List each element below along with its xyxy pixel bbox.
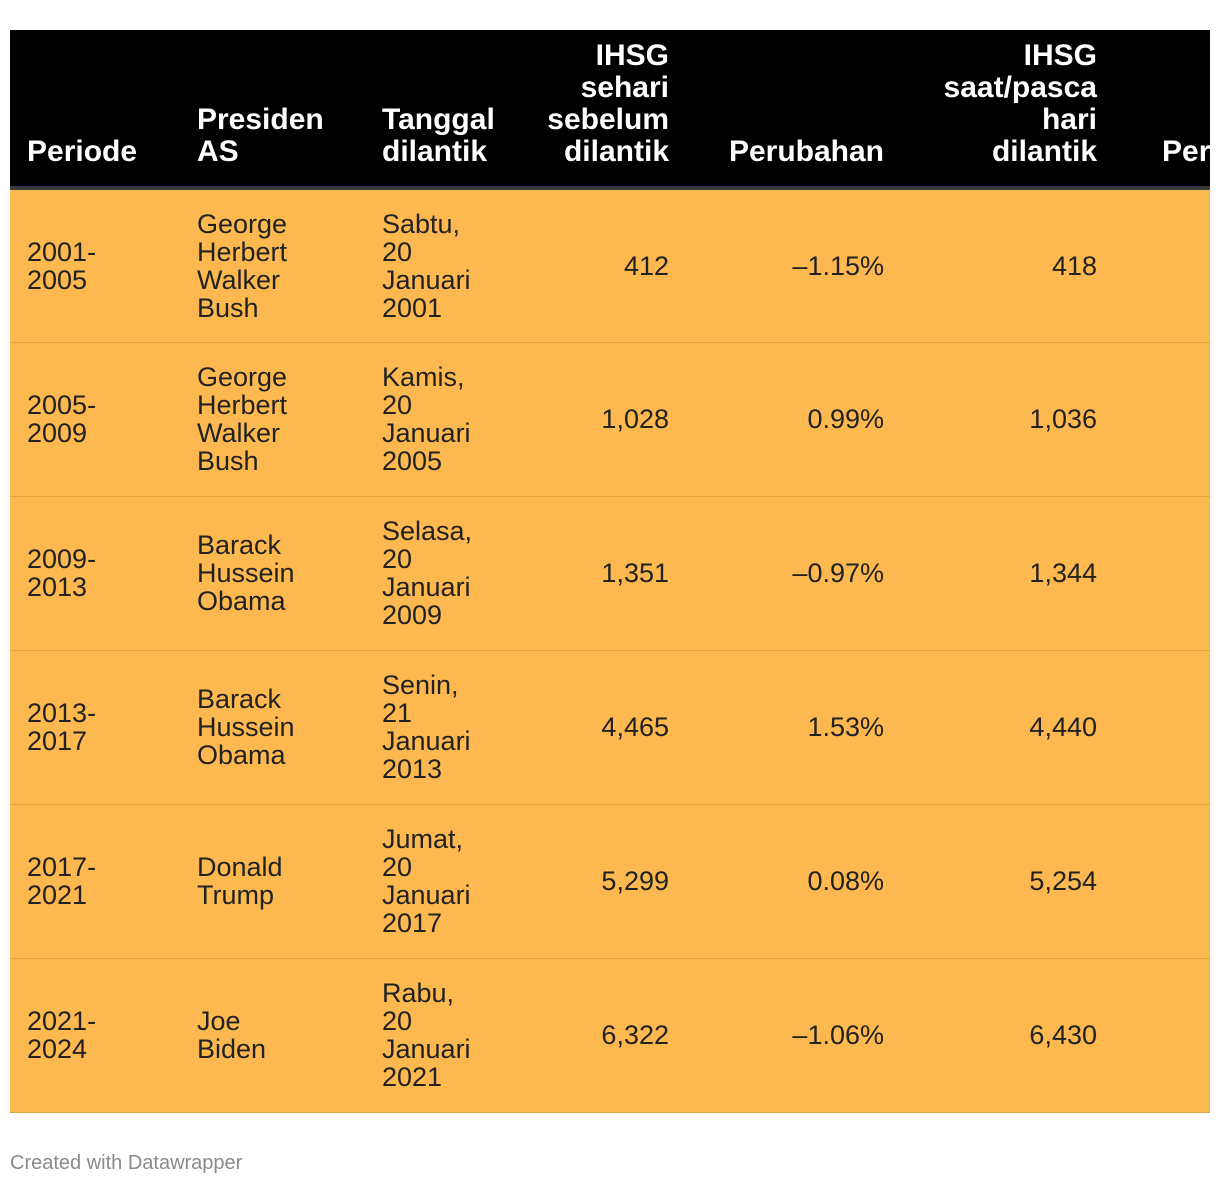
table-row: 2017-2021 Donald Trump Jumat, 20 Januari… xyxy=(10,804,1210,959)
header-presiden-label: Presiden AS xyxy=(197,103,324,168)
cell-perubahan: –1.06% xyxy=(670,958,885,1113)
table-body: 2001-2005 George Herbert Walker Bush Sab… xyxy=(10,188,1210,1113)
cell-presiden: George Herbert Walker Bush xyxy=(180,342,365,497)
cell-tanggal: Sabtu, 20 Januari 2001 xyxy=(365,188,545,343)
tanggal-value: Selasa, 20 Januari 2009 xyxy=(382,516,473,630)
presiden-value: Joe Biden xyxy=(197,1006,267,1064)
cell-perubahan-2 xyxy=(1098,958,1210,1113)
presiden-value: Donald Trump xyxy=(197,852,283,910)
header-periode[interactable]: Periode xyxy=(10,30,180,190)
cell-perubahan: 0.99% xyxy=(670,342,885,497)
cell-ihsg-saat: 1,344 xyxy=(885,496,1098,651)
cell-tanggal: Jumat, 20 Januari 2017 xyxy=(365,804,545,959)
presiden-value: Barack Hussein Obama xyxy=(197,684,295,770)
presiden-value: George Herbert Walker Bush xyxy=(197,362,288,476)
header-tanggal[interactable]: Tanggal dilantik xyxy=(365,30,545,190)
cell-ihsg-sebelum: 6,322 xyxy=(545,958,670,1113)
cell-ihsg-sebelum: 4,465 xyxy=(545,650,670,805)
presiden-value: George Herbert Walker Bush xyxy=(197,208,288,323)
table-row: 2013-2017 Barack Hussein Obama Senin, 21… xyxy=(10,650,1210,805)
cell-ihsg-sebelum: 1,028 xyxy=(545,342,670,497)
cell-presiden: Donald Trump xyxy=(180,804,365,959)
cell-presiden: Barack Hussein Obama xyxy=(180,496,365,651)
cell-ihsg-saat: 418 xyxy=(885,188,1098,343)
cell-perubahan: 1.53% xyxy=(670,650,885,805)
periode-value: 2021-2024 xyxy=(27,1006,97,1064)
table-row: 2021-2024 Joe Biden Rabu, 20 Januari 202… xyxy=(10,958,1210,1113)
tanggal-value: Rabu, 20 Januari 2021 xyxy=(382,978,471,1092)
cell-tanggal: Selasa, 20 Januari 2009 xyxy=(365,496,545,651)
cell-perubahan-2 xyxy=(1098,496,1210,651)
cell-presiden: Barack Hussein Obama xyxy=(180,650,365,805)
cell-ihsg-sebelum: 1,351 xyxy=(545,496,670,651)
cell-periode: 2017-2021 xyxy=(10,804,180,959)
cell-periode: 2021-2024 xyxy=(10,958,180,1113)
cell-ihsg-saat: 1,036 xyxy=(885,342,1098,497)
header-perubahan-2[interactable]: Perubahan xyxy=(1098,30,1210,190)
cell-periode: 2001-2005 xyxy=(10,188,180,343)
header-presiden[interactable]: Presiden AS xyxy=(180,30,365,190)
cell-ihsg-saat: 5,254 xyxy=(885,804,1098,959)
header-row: Periode Presiden AS Tanggal dilantik IHS… xyxy=(10,30,1210,190)
presiden-value: Barack Hussein Obama xyxy=(197,530,295,616)
cell-perubahan-2 xyxy=(1098,342,1210,497)
header-ihsg-saat-label: IHSG saat/pasca hari dilantik xyxy=(943,39,1097,168)
table-header: Periode Presiden AS Tanggal dilantik IHS… xyxy=(10,30,1210,190)
periode-value: 2013-2017 xyxy=(27,698,97,756)
periode-value: 2009-2013 xyxy=(27,544,97,602)
header-perubahan[interactable]: Perubahan xyxy=(670,30,885,190)
periode-value: 2001-2005 xyxy=(27,236,97,295)
cell-periode: 2009-2013 xyxy=(10,496,180,651)
tanggal-value: Jumat, 20 Januari 2017 xyxy=(382,824,471,938)
tanggal-value: Kamis, 20 Januari 2005 xyxy=(382,362,471,476)
table-row: 2009-2013 Barack Hussein Obama Selasa, 2… xyxy=(10,496,1210,651)
cell-ihsg-sebelum: 412 xyxy=(545,188,670,343)
data-table-container: Periode Presiden AS Tanggal dilantik IHS… xyxy=(10,30,1210,1116)
cell-ihsg-sebelum: 5,299 xyxy=(545,804,670,959)
cell-ihsg-saat: 4,440 xyxy=(885,650,1098,805)
cell-perubahan: –1.15% xyxy=(670,188,885,343)
cell-periode: 2013-2017 xyxy=(10,650,180,805)
cell-perubahan: –0.97% xyxy=(670,496,885,651)
cell-ihsg-saat: 6,430 xyxy=(885,958,1098,1113)
periode-value: 2017-2021 xyxy=(27,852,97,910)
header-ihsg-sebelum[interactable]: IHSG sehari sebelum dilantik xyxy=(545,30,670,190)
cell-presiden: George Herbert Walker Bush xyxy=(180,188,365,343)
cell-perubahan-2 xyxy=(1098,188,1210,343)
cell-perubahan-2 xyxy=(1098,804,1210,959)
tanggal-value: Sabtu, 20 Januari 2001 xyxy=(382,208,471,323)
cell-perubahan-2 xyxy=(1098,650,1210,805)
cell-presiden: Joe Biden xyxy=(180,958,365,1113)
ihsg-inauguration-table: Periode Presiden AS Tanggal dilantik IHS… xyxy=(10,30,1210,1113)
table-row: 2001-2005 George Herbert Walker Bush Sab… xyxy=(10,188,1210,343)
cell-tanggal: Kamis, 20 Januari 2005 xyxy=(365,342,545,497)
cell-periode: 2005-2009 xyxy=(10,342,180,497)
cell-tanggal: Senin, 21 Januari 2013 xyxy=(365,650,545,805)
table-row: 2005-2009 George Herbert Walker Bush Kam… xyxy=(10,342,1210,497)
cell-tanggal: Rabu, 20 Januari 2021 xyxy=(365,958,545,1113)
header-ihsg-saat[interactable]: IHSG saat/pasca hari dilantik xyxy=(885,30,1098,190)
tanggal-value: Senin, 21 Januari 2013 xyxy=(382,670,471,784)
cell-perubahan: 0.08% xyxy=(670,804,885,959)
datawrapper-credit[interactable]: Created with Datawrapper xyxy=(10,1152,243,1174)
header-tanggal-label: Tanggal dilantik xyxy=(382,103,495,168)
periode-value: 2005-2009 xyxy=(27,390,97,448)
header-ihsg-sebelum-label: IHSG sehari sebelum dilantik xyxy=(547,39,669,168)
